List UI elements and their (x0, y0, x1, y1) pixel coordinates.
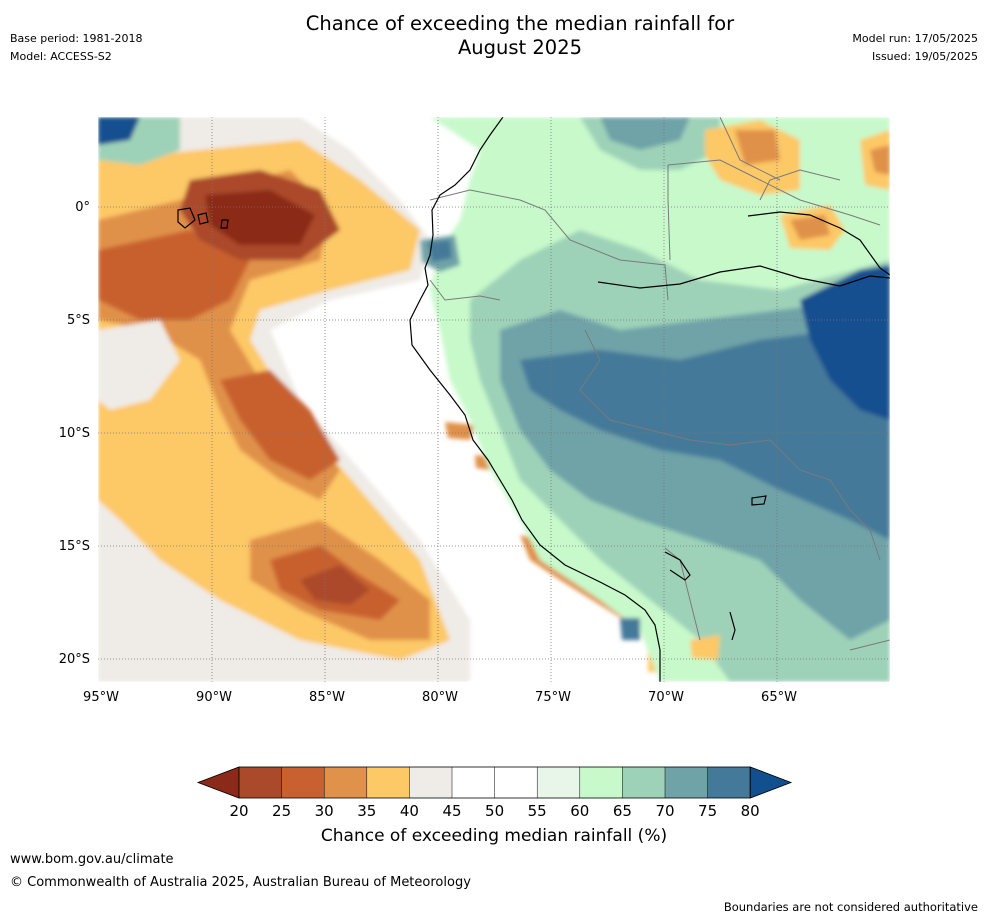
colorbar-segment (622, 767, 666, 798)
colorbar-segment (281, 767, 325, 798)
colorbar-tick-label: 45 (442, 802, 461, 820)
colorbar-segment (324, 767, 368, 798)
colorbar-segment (409, 767, 453, 798)
base-period: Base period: 1981-2018 (10, 32, 143, 45)
colorbar-ticks: 20 25 30 35 40 45 50 55 60 65 70 75 80 (229, 802, 759, 820)
model-name: Model: ACCESS-S2 (10, 50, 112, 63)
colorbar-segment (366, 767, 410, 798)
colorbar-tick-label: 80 (741, 802, 760, 820)
model-info: Base period: 1981-2018 Model: ACCESS-S2 (10, 30, 142, 66)
colorbar-tick-label: 75 (698, 802, 717, 820)
colorbar-tick-label: 65 (613, 802, 632, 820)
lon-label: 80°W (422, 690, 458, 705)
lon-label: 70°W (648, 690, 684, 705)
colorbar-tick-label: 40 (400, 802, 419, 820)
title-line-1: Chance of exceeding the median rainfall … (305, 12, 735, 35)
colorbar (196, 766, 793, 799)
colorbar-extend-high (749, 766, 793, 799)
colorbar-segment (494, 767, 538, 798)
lon-label: 85°W (309, 690, 345, 705)
gridlines (98, 117, 890, 682)
colorbar-tick-label: 25 (272, 802, 291, 820)
lon-label: 95°W (83, 690, 119, 705)
colorbar-tick-label: 55 (528, 802, 547, 820)
lon-label: 90°W (196, 690, 232, 705)
colorbar-segment (707, 767, 751, 798)
run-info: Model run: 17/05/2025 Issued: 19/05/2025 (852, 30, 978, 66)
issued-date: Issued: 19/05/2025 (871, 50, 978, 63)
country-borders (429, 117, 890, 651)
lat-label: 5°S (67, 313, 90, 328)
colorbar-segment (452, 767, 495, 798)
title-line-2: August 2025 (457, 36, 583, 59)
map-title: Chance of exceeding the median rainfall … (200, 12, 840, 60)
lon-label: 75°W (535, 690, 571, 705)
colorbar-extend-low (196, 766, 240, 799)
latitude-labels: 0° 5°S 10°S 15°S 20°S (59, 200, 90, 667)
colorbar-tick-label: 60 (570, 802, 589, 820)
colorbar-tick-label: 50 (485, 802, 504, 820)
website-url: www.bom.gov.au/climate (10, 852, 174, 867)
colorbar-label: Chance of exceeding median rainfall (%) (320, 826, 668, 846)
lat-label: 10°S (59, 426, 90, 441)
colorbar-segment (665, 767, 708, 798)
colorbar-segment (537, 767, 581, 798)
boundaries-note: Boundaries are not considered authoritat… (723, 900, 978, 914)
model-run: Model run: 17/05/2025 (852, 32, 978, 45)
probability-field (98, 117, 890, 682)
colorbar-tick-label: 35 (357, 802, 376, 820)
colorbar-tick-label: 20 (229, 802, 248, 820)
coastline (177, 117, 890, 682)
lat-label: 0° (75, 200, 90, 215)
copyright: © Commonwealth of Australia 2025, Austra… (10, 875, 471, 890)
longitude-labels: 95°W 90°W 85°W 80°W 75°W 70°W 65°W (83, 690, 797, 705)
lon-label: 65°W (761, 690, 797, 705)
lat-label: 20°S (59, 652, 90, 667)
colorbar-segment (239, 767, 282, 798)
colorbar-tick-label: 30 (315, 802, 334, 820)
colorbar-segment (579, 767, 623, 798)
lat-label: 15°S (59, 539, 90, 554)
colorbar-tick-label: 70 (655, 802, 674, 820)
